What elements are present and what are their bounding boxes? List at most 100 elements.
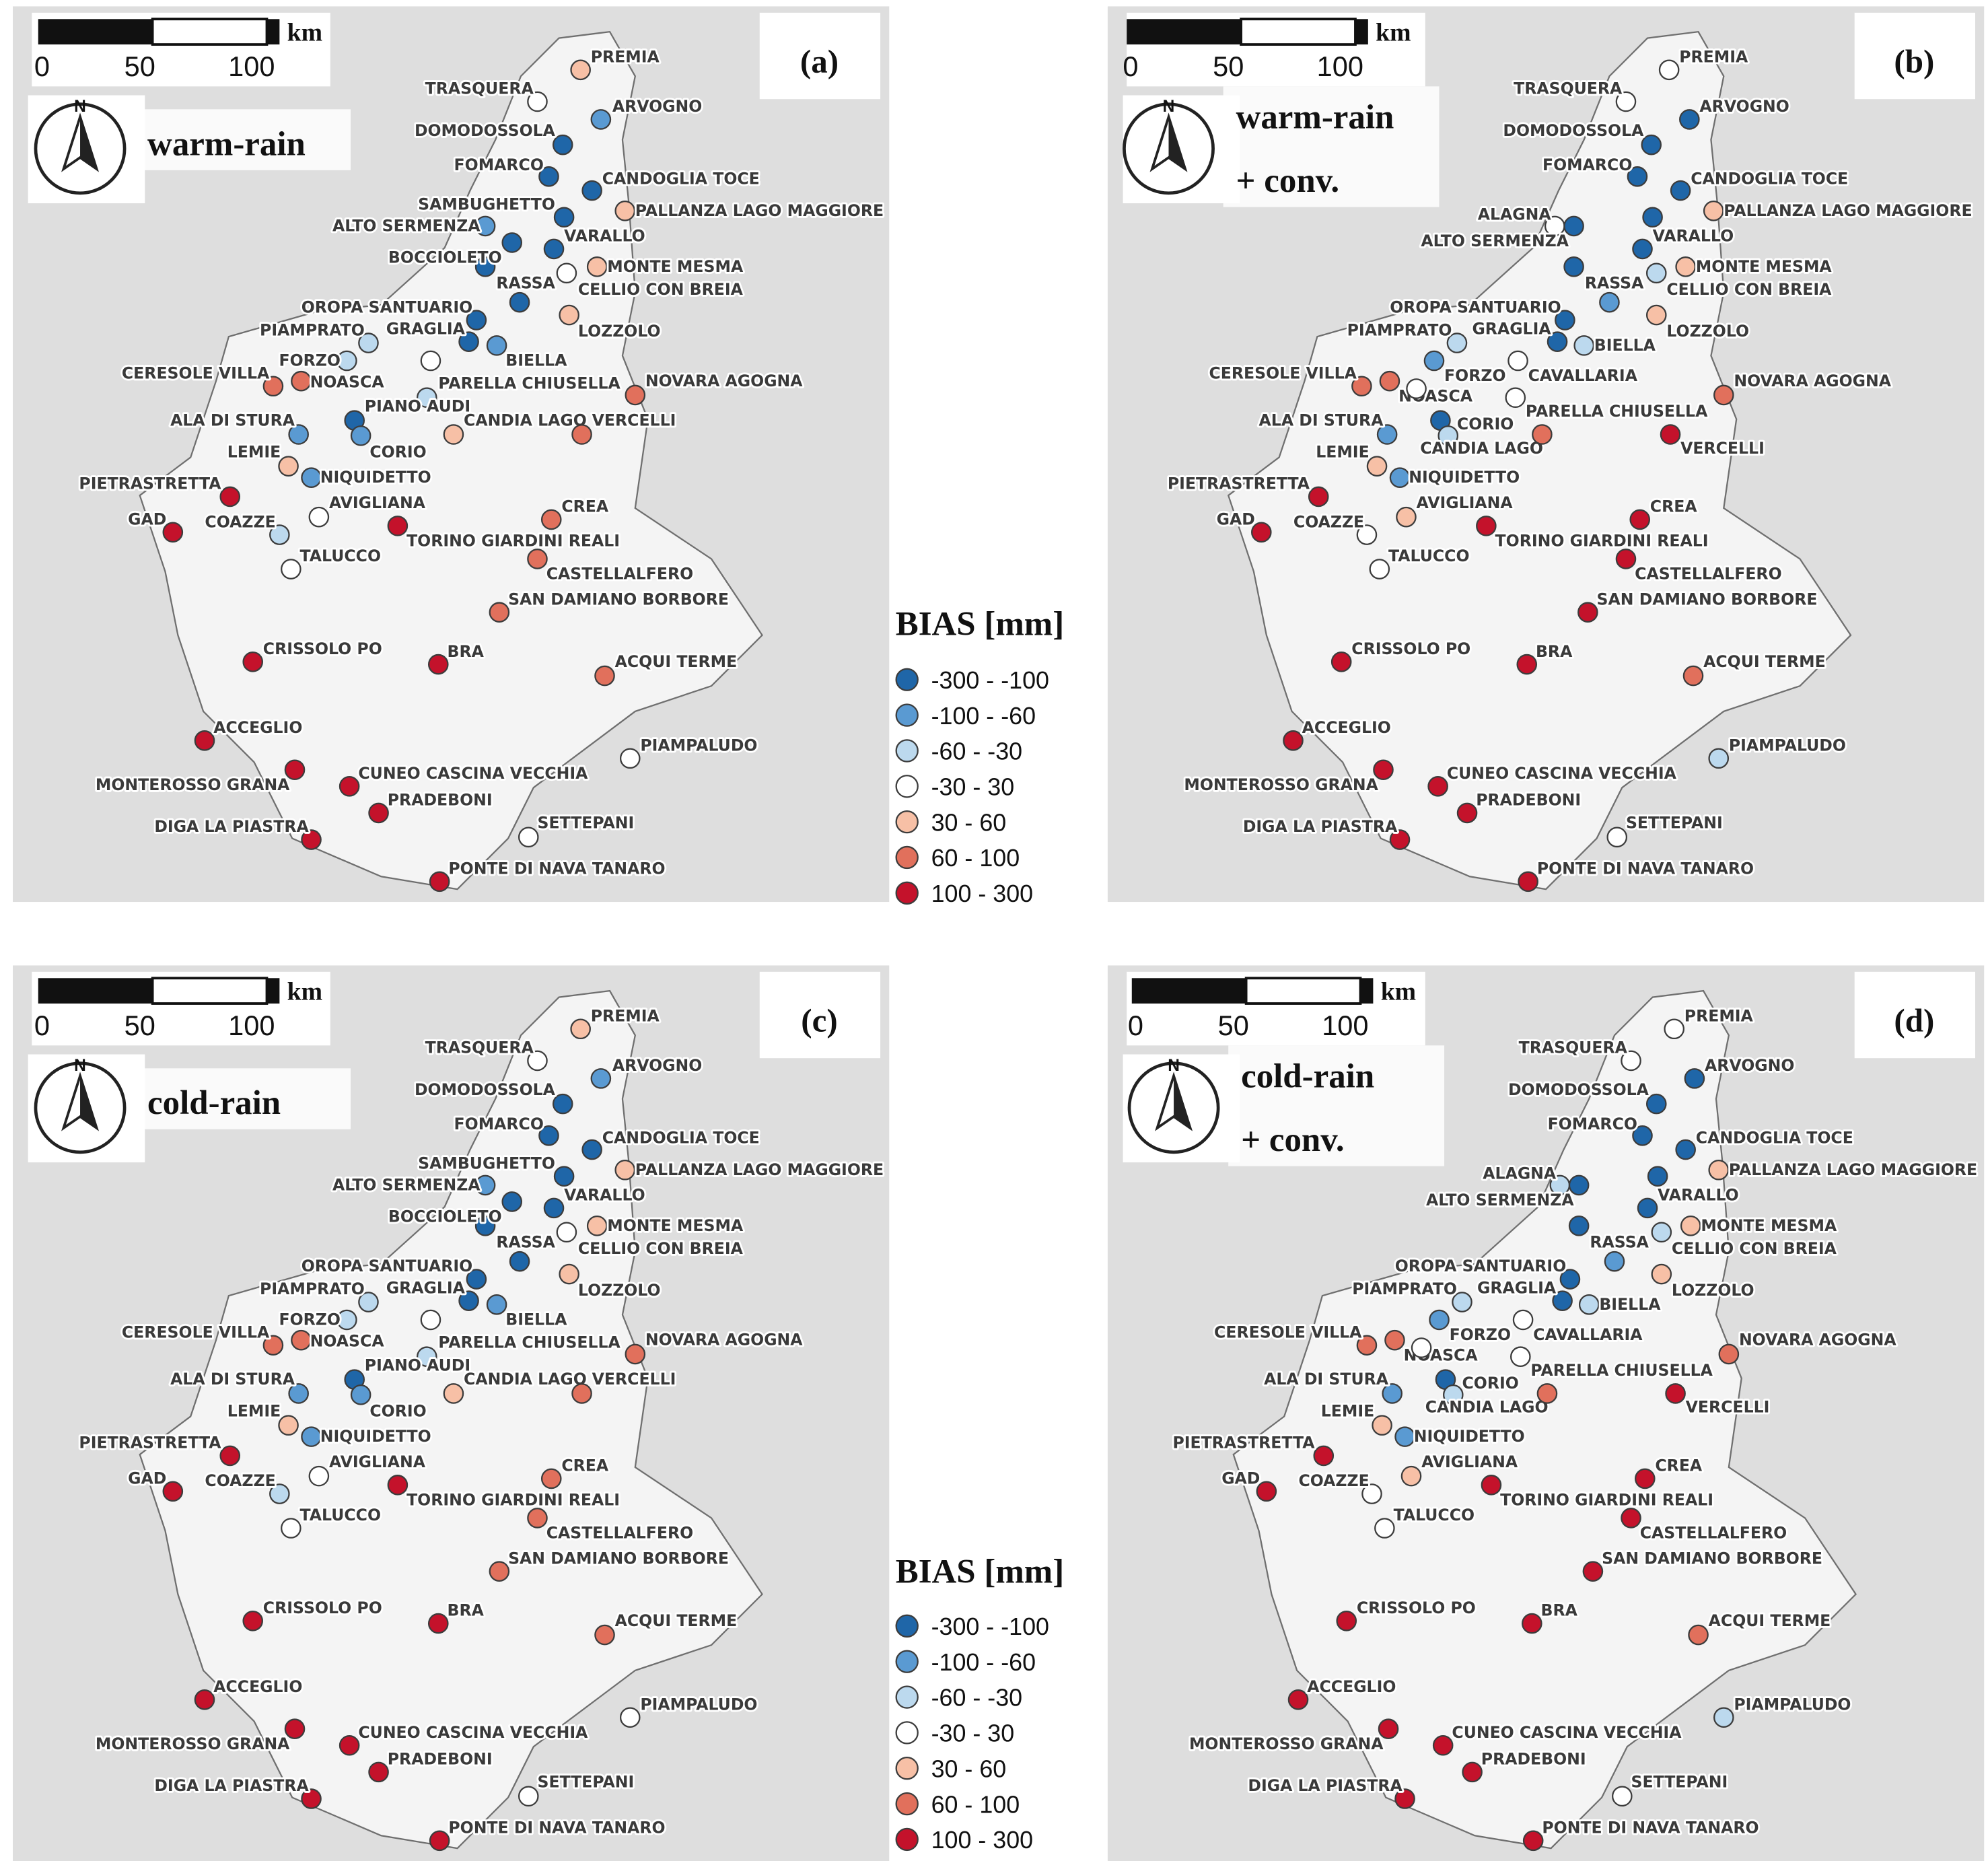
station-marker: [339, 1734, 360, 1756]
station-marker: [429, 1830, 450, 1852]
station-label: ARVOGNO: [1705, 1056, 1794, 1075]
station-marker: [486, 335, 507, 356]
panel-label: (b): [1894, 43, 1934, 80]
station-label: CRISSOLO PO: [1351, 639, 1470, 658]
station-marker: [281, 559, 301, 580]
station-label: PRADEBONI: [1481, 1750, 1586, 1769]
station-marker: [1632, 238, 1653, 260]
panel-label: (c): [801, 1002, 837, 1039]
station-marker: [594, 1624, 615, 1646]
station-label: AVIGLIANA: [1417, 493, 1514, 512]
station-label: TORINO GIARDINI REALI: [406, 1491, 620, 1510]
station-marker: [1675, 1139, 1696, 1160]
station-marker: [527, 1050, 548, 1072]
station-marker: [1645, 304, 1667, 326]
station-label: FOMARCO: [1542, 155, 1632, 174]
station-marker: [1621, 1508, 1641, 1529]
station-label: FORZO: [1444, 366, 1505, 385]
station-marker: [552, 1093, 573, 1115]
station-marker: [619, 748, 641, 769]
station-marker: [336, 1309, 357, 1331]
station-label: COAZZE: [205, 512, 275, 531]
station-label: ARVOGNO: [612, 1056, 702, 1075]
station-label: PREMIA: [591, 47, 660, 66]
legend-label: -100 - -60: [931, 703, 1036, 730]
station-label: PONTE DI NAVA TANARO: [448, 859, 665, 878]
station-marker: [625, 384, 646, 406]
station-label: FOMARCO: [454, 155, 544, 174]
station-label: PONTE DI NAVA TANARO: [1537, 859, 1754, 878]
station-marker: [269, 1483, 290, 1504]
station-label: TALUCCO: [1394, 1506, 1475, 1524]
legend-label: 30 - 60: [931, 809, 1007, 836]
station-label: CANDOGLIA TOCE: [1691, 170, 1848, 188]
station-label: SETTEPANI: [1631, 1773, 1728, 1792]
station-label: VARALLO: [564, 227, 645, 246]
station-label: BRA: [447, 642, 484, 661]
station-label: PREMIA: [1684, 1006, 1754, 1025]
station-marker: [458, 331, 479, 352]
station-marker: [1379, 370, 1400, 392]
station-label: GAD: [128, 510, 166, 528]
station-label: BOCCIOLETO: [388, 1207, 502, 1226]
scalebar-segment: [1360, 978, 1374, 1004]
station-label: PONTE DI NAVA TANARO: [448, 1818, 665, 1837]
station-label: SAN DAMIANO BORBORE: [1597, 590, 1818, 608]
station-marker: [509, 291, 530, 313]
station-label: NIQUIDETTO: [320, 1427, 431, 1446]
panel-title: + conv.: [1236, 162, 1340, 200]
station-marker: [1452, 1292, 1472, 1312]
station-label: CUNEO CASCINA VECCHIA: [358, 1723, 588, 1742]
station-marker: [1373, 759, 1394, 781]
station-label: ACQUI TERME: [1709, 1611, 1831, 1630]
station-marker: [1637, 1197, 1658, 1219]
station-marker: [1629, 509, 1651, 530]
station-label: TALUCCO: [300, 1506, 381, 1524]
title-box: [1223, 86, 1440, 207]
station-label: ALTO SERMENZA: [332, 217, 481, 236]
station-marker: [1481, 1475, 1502, 1496]
station-marker: [538, 1125, 559, 1146]
station-label: PALLANZA LAGO MAGGIORE: [635, 1160, 884, 1179]
station-marker: [1313, 1445, 1335, 1467]
station-label: PARELLA CHIUSELLA: [1526, 402, 1708, 421]
legend-label: -60 - -30: [931, 738, 1023, 765]
station-marker: [291, 1329, 312, 1351]
station-label: CORIO: [1462, 1374, 1518, 1393]
station-label: LEMIE: [227, 1401, 281, 1420]
scalebar-label: 50: [1218, 1010, 1249, 1041]
legend-swatch: [895, 1614, 919, 1638]
station-marker: [1713, 384, 1734, 406]
station-marker: [553, 1166, 575, 1187]
station-marker: [1645, 262, 1667, 284]
station-marker: [527, 91, 548, 112]
legend-label: 30 - 60: [931, 1755, 1007, 1782]
station-label: LEMIE: [1321, 1401, 1374, 1420]
station-label: OROPA SANTUARIO: [1390, 297, 1561, 316]
station-label: TORINO GIARDINI REALI: [1495, 532, 1709, 551]
station-marker: [581, 1139, 602, 1160]
legend-swatch: [895, 775, 919, 798]
station-label: CUNEO CASCINA VECCHIA: [358, 764, 588, 783]
station-marker: [288, 424, 309, 445]
station-marker: [350, 425, 371, 446]
scalebar-segment: [151, 977, 269, 1005]
scalebar-label: 100: [1317, 50, 1363, 82]
station-label: CORIO: [1457, 415, 1514, 433]
station-marker: [458, 1290, 479, 1311]
station-marker: [1632, 1125, 1653, 1146]
station-label: PARELLA CHIUSELLA: [438, 1333, 620, 1352]
station-marker: [1356, 1335, 1378, 1356]
station-marker: [1634, 1468, 1656, 1489]
station-label: ALA DI STURA: [170, 411, 295, 429]
station-marker: [1536, 1383, 1558, 1404]
station-label: PRADEBONI: [388, 791, 493, 810]
station-marker: [1645, 1093, 1667, 1115]
legend-swatch: [895, 845, 919, 870]
scalebar-unit: km: [1381, 977, 1416, 1006]
station-marker: [527, 549, 548, 569]
station-label: GRAGLIA: [386, 319, 466, 338]
station-label: PALLANZA LAGO MAGGIORE: [1724, 201, 1972, 220]
station-label: RASSA: [1590, 1232, 1649, 1251]
